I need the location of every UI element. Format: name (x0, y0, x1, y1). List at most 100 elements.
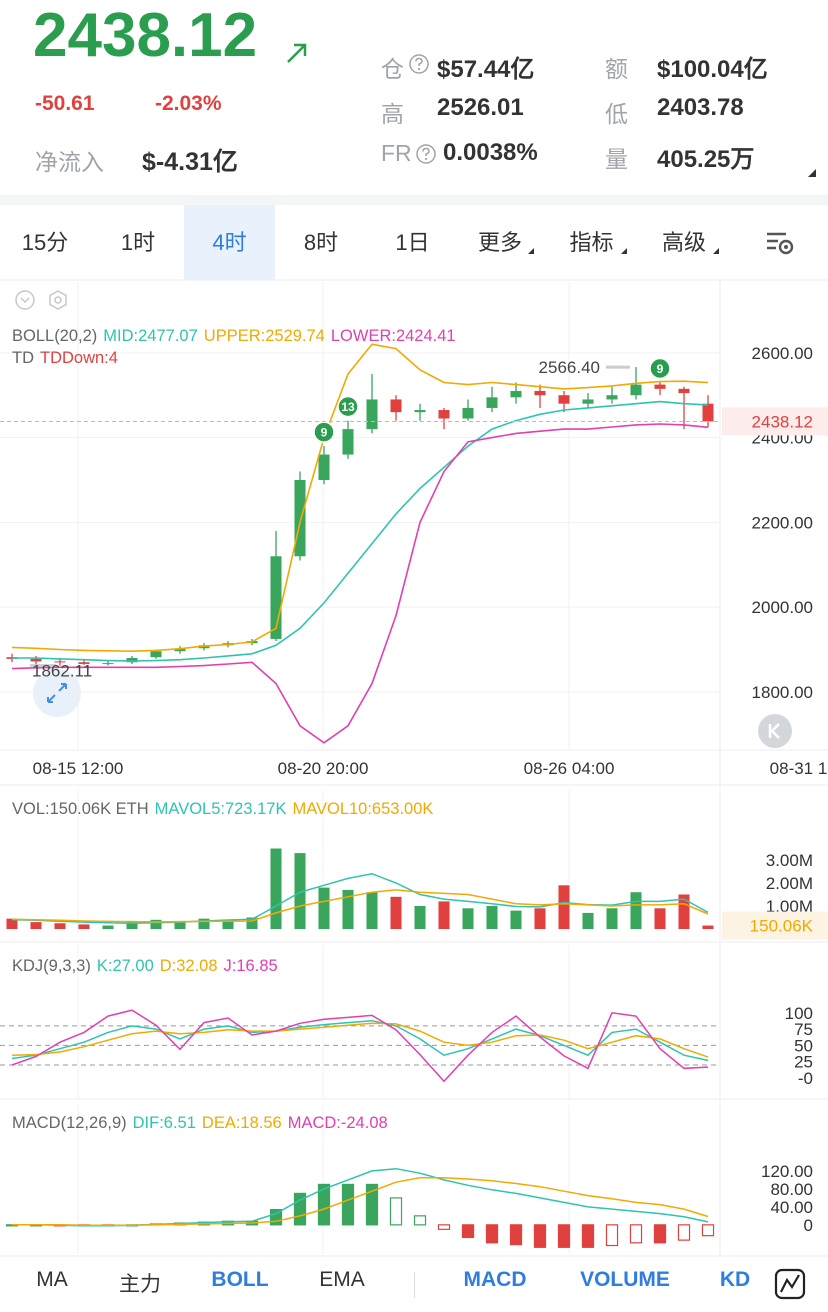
y-tick-label: 2200.00 (752, 513, 813, 532)
interval-tab[interactable]: 8时 (303, 230, 339, 255)
candle-body (534, 390, 546, 396)
indicator-label: J:16.85 (224, 957, 278, 975)
indicator-tab[interactable]: 主力 (119, 1273, 161, 1296)
x-tick-label: 08-31 12:00 (770, 759, 828, 778)
indicator-tab[interactable]: BOLL (211, 1268, 269, 1291)
scroll-latest-glyph (768, 723, 780, 739)
volume-bar (78, 924, 90, 929)
y-tick-label: 120.00 (761, 1162, 813, 1181)
expand-caret[interactable] (806, 167, 818, 179)
scroll-latest-button[interactable] (758, 714, 792, 748)
trend-arrow (287, 43, 307, 63)
td-marker-label: 9 (321, 426, 328, 440)
indicator-tab[interactable]: MA (36, 1268, 68, 1291)
td-marker-label: 13 (341, 400, 355, 414)
macd-bar (605, 1224, 619, 1247)
volume-bar (366, 892, 378, 929)
macd-bar (677, 1224, 691, 1241)
indicator-label: BOLL(20,2) (12, 327, 97, 345)
indicator-label: DEA:18.56 (202, 1114, 282, 1132)
y-tick-label: 0 (804, 1216, 813, 1235)
stat-value: $57.44亿 (437, 56, 535, 83)
volume-bar (606, 908, 618, 929)
y-tick-label: 2000.00 (752, 598, 813, 617)
last-price: 2438.12 (33, 1, 258, 70)
volume-bar (198, 918, 210, 929)
indicator-tab[interactable]: VOLUME (580, 1268, 670, 1291)
interval-tab[interactable]: 更多 (477, 230, 522, 255)
x-tick-label: 08-20 20:00 (278, 759, 369, 778)
candle-body (582, 399, 594, 404)
td-marker (337, 395, 359, 418)
x-tick-label: 08-15 12:00 (33, 759, 124, 778)
interval-tab[interactable]: 1时 (120, 230, 156, 255)
indicator-tab[interactable]: EMA (319, 1268, 365, 1291)
td-marker (649, 357, 671, 380)
candle-body (606, 395, 618, 400)
candle-body (558, 395, 570, 404)
y-tick-label: 1800.00 (752, 683, 813, 702)
help-icon[interactable] (408, 53, 430, 75)
indicator-tab[interactable]: MACD (463, 1268, 527, 1291)
indicator-label: KDJ(9,3,3) (12, 957, 91, 975)
stat-label: 低 (605, 101, 628, 127)
stat-value: 405.25万 (657, 146, 755, 173)
collapse-icon[interactable] (15, 290, 35, 310)
candle-body (78, 662, 90, 664)
y-tick-label: 2.00M (766, 874, 813, 893)
net-inflow-label: 净流入 (35, 149, 104, 175)
interval-tab[interactable]: 指标 (569, 230, 614, 255)
last-price-tag: 2438.12 (752, 412, 813, 431)
volume-bar (6, 918, 18, 929)
indicator-label: TD (12, 349, 34, 367)
indicator-tab[interactable]: KD (719, 1268, 751, 1291)
volume-bar (510, 910, 522, 929)
volume-bar (630, 892, 642, 929)
y-tick-label: 75 (794, 1020, 813, 1039)
volume-tag-bg (722, 911, 828, 940)
dropdown-caret (528, 248, 534, 254)
expand-button[interactable] (33, 669, 81, 717)
candle-body (318, 454, 330, 480)
stat-value: 2526.01 (437, 94, 524, 121)
settings-icon[interactable] (49, 290, 67, 310)
macd-bar (365, 1183, 379, 1226)
candle-body (270, 556, 282, 639)
candle-body (54, 661, 66, 663)
x-tick-label: 08-26 04:00 (524, 759, 615, 778)
indicator-label: MID:2477.07 (103, 327, 197, 345)
volume-bar (54, 923, 66, 929)
indicator-label: VOL:150.06K ETH (12, 800, 149, 818)
indicator-line (12, 400, 709, 662)
macd-bar (437, 1224, 451, 1230)
volume-bar (174, 920, 186, 929)
volume-bar (150, 919, 162, 929)
volume-bar (582, 912, 594, 929)
volume-bar (678, 894, 690, 929)
chart-settings-icon[interactable] (764, 228, 798, 258)
y-tick-label: 3.00M (766, 851, 813, 870)
volume-bar (702, 925, 714, 929)
ma-line (11, 873, 709, 925)
interval-tab[interactable]: 高级 (661, 230, 706, 255)
panel: 1.00M 2.00M 3.00M VOL:150.06K ETH MAVOL5:723… (6, 790, 828, 940)
divider-band (0, 195, 828, 205)
indicator-label: MAVOL10:653.00K (292, 800, 433, 818)
candle-body (510, 390, 522, 398)
candle-body (438, 410, 450, 419)
volume-bar (390, 896, 402, 929)
volume-tag: 150.06K (750, 917, 814, 936)
draw-tool-icon[interactable] (772, 1266, 808, 1302)
volume-bar (294, 853, 306, 929)
candle-body (702, 403, 714, 422)
interval-tab[interactable]: 4时 (184, 205, 275, 280)
indicator-label: LOWER:2424.41 (331, 327, 456, 345)
interval-tab[interactable]: 15分 (21, 230, 69, 255)
indicator-label: MACD(12,26,9) (12, 1114, 127, 1132)
td-marker (313, 421, 335, 443)
indicator-line (11, 343, 709, 653)
interval-tab[interactable]: 1日 (395, 230, 430, 255)
macd-bar (461, 1224, 475, 1239)
help-icon[interactable] (415, 143, 437, 165)
